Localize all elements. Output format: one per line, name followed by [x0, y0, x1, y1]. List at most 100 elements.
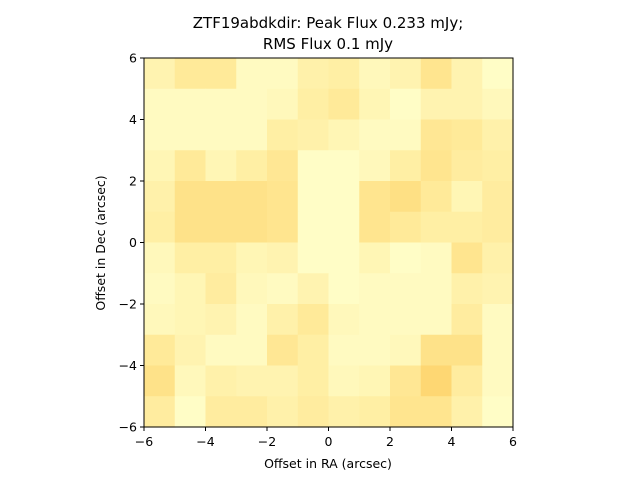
heatmap-cell	[267, 58, 299, 90]
heatmap-cell	[420, 242, 453, 274]
heatmap-cell	[144, 119, 176, 151]
heatmap-cell	[359, 211, 391, 244]
heatmap-cell	[205, 273, 237, 305]
x-tick-label: −4	[196, 434, 214, 449]
heatmap-cell	[205, 242, 237, 274]
heatmap-cell	[390, 211, 422, 244]
heatmap-cell	[144, 273, 176, 305]
heatmap-cell	[328, 396, 360, 428]
heatmap-cell	[297, 365, 330, 397]
heatmap-cell	[420, 150, 453, 182]
heatmap-cell	[174, 242, 207, 274]
heatmap-cell	[359, 88, 391, 121]
chart-title-line-2: RMS Flux 0.1 mJy	[263, 35, 393, 53]
heatmap-cell	[144, 88, 176, 121]
heatmap-cell	[297, 273, 330, 305]
heatmap-cell	[236, 150, 268, 182]
heatmap-cell	[144, 242, 176, 274]
heatmap-cell	[328, 150, 360, 182]
heatmap-cell	[390, 396, 422, 428]
heatmap-cell	[267, 211, 299, 244]
heatmap-cell	[390, 365, 422, 397]
heatmap-cell	[328, 242, 360, 274]
heatmap-cell	[359, 150, 391, 182]
heatmap-cell	[420, 334, 453, 367]
heatmap-cell	[420, 58, 453, 90]
heatmap-cell	[451, 273, 483, 305]
heatmap-cell	[420, 211, 453, 244]
heatmap-cell	[482, 396, 514, 428]
heatmap-cell	[236, 88, 268, 121]
heatmap-cell	[328, 119, 360, 151]
heatmap-cell	[267, 304, 299, 336]
heatmap-cell	[420, 273, 453, 305]
heatmap-cell	[236, 396, 268, 428]
heatmap-cell	[482, 88, 514, 121]
heatmap-cell	[420, 304, 453, 336]
heatmap-cell	[328, 334, 360, 367]
heatmap-cell	[144, 211, 176, 244]
heatmap-cell	[205, 150, 237, 182]
heatmap-cell	[297, 119, 330, 151]
heatmap-cell	[420, 88, 453, 121]
x-tick-label: −6	[135, 434, 153, 449]
heatmap-cell	[359, 365, 391, 397]
heatmap-cell	[297, 58, 330, 90]
heatmap-cell	[144, 150, 176, 182]
heatmap-cell	[267, 181, 299, 213]
heatmap-cell	[451, 396, 483, 428]
heatmap-cell	[205, 119, 237, 151]
heatmap-cell	[451, 365, 483, 397]
y-tick-label: 2	[129, 174, 137, 189]
heatmap-cell	[205, 58, 237, 90]
heatmap-cell	[297, 334, 330, 367]
heatmap-cell	[482, 365, 514, 397]
heatmap-cell	[236, 242, 268, 274]
heatmap-cell	[390, 58, 422, 90]
heatmap-cell	[451, 119, 483, 151]
heatmap-cell	[451, 150, 483, 182]
heatmap-cell	[205, 211, 237, 244]
heatmap-cell	[482, 304, 514, 336]
heatmap-cell	[297, 242, 330, 274]
heatmap-cell	[420, 119, 453, 151]
heatmap-cell	[174, 181, 207, 213]
heatmap-cell	[144, 181, 176, 213]
heatmap-cell	[451, 88, 483, 121]
heatmap-cell	[174, 88, 207, 121]
heatmap-cell	[359, 273, 391, 305]
heatmap-cell	[174, 334, 207, 367]
heatmap-cell	[144, 304, 176, 336]
heatmap-cell	[420, 396, 453, 428]
heatmap-cell	[205, 396, 237, 428]
heatmap-cell	[390, 304, 422, 336]
y-axis-label: Offset in Dec (arcsec)	[93, 175, 108, 310]
heatmap-cell	[267, 119, 299, 151]
heatmap-cell	[359, 304, 391, 336]
x-tick-label: 6	[509, 434, 517, 449]
heatmap-cell	[267, 242, 299, 274]
heatmap-cell	[359, 58, 391, 90]
heatmap-cell	[482, 334, 514, 367]
y-tick-label: 6	[129, 51, 137, 66]
heatmap-cells	[144, 58, 514, 428]
heatmap-cell	[390, 150, 422, 182]
heatmap-cell	[451, 304, 483, 336]
y-axis-ticks: −6 −4 −2 0 2 4 6	[119, 51, 144, 435]
heatmap-cell	[482, 242, 514, 274]
heatmap-cell	[144, 334, 176, 367]
heatmap-cell	[236, 58, 268, 90]
heatmap-cell	[205, 304, 237, 336]
heatmap-cell	[390, 242, 422, 274]
heatmap-cell	[144, 58, 176, 90]
heatmap-cell	[420, 181, 453, 213]
heatmap-cell	[267, 150, 299, 182]
heatmap-cell	[328, 211, 360, 244]
chart-title-line-1: ZTF19abdkdir: Peak Flux 0.233 mJy;	[193, 14, 464, 32]
heatmap-cell	[236, 273, 268, 305]
heatmap-cell	[451, 211, 483, 244]
heatmap-cell	[451, 242, 483, 274]
heatmap-cell	[297, 150, 330, 182]
heatmap-cell	[174, 119, 207, 151]
